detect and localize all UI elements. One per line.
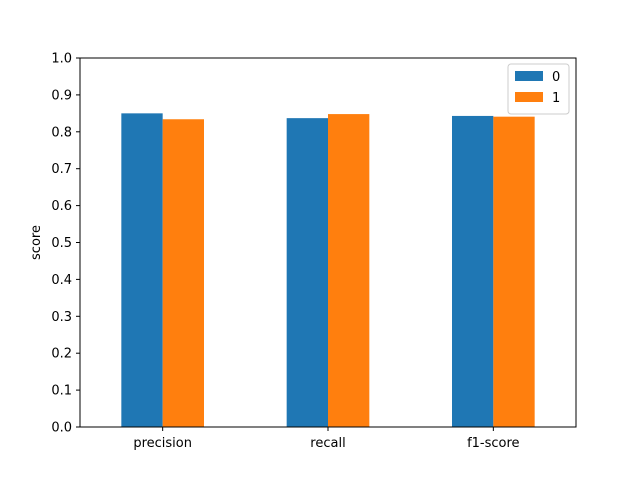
y-tick-label: 0.7 — [51, 162, 72, 177]
y-axis: 0.0 0.1 0.2 0.3 0.4 0.5 0.6 0.7 0.8 0.9 1.0 — [51, 52, 80, 436]
legend-swatch-0 — [515, 71, 543, 81]
y-tick-label: 0.8 — [51, 125, 72, 140]
legend-swatch-1 — [515, 92, 543, 102]
bar-f1-score-series-0 — [452, 115, 494, 428]
bar-recall-series-1 — [328, 114, 370, 427]
y-tick-label: 0.4 — [51, 273, 72, 288]
x-tick-label: recall — [310, 436, 345, 451]
legend-label-1: 1 — [552, 91, 560, 106]
y-tick-label: 0.3 — [51, 310, 72, 325]
y-tick-label: 0.2 — [51, 347, 72, 362]
y-tick-label: 0.6 — [51, 199, 72, 214]
y-tick-label: 0.9 — [51, 88, 72, 103]
x-axis: precision recall f1-score — [133, 427, 520, 451]
bars-layer — [121, 113, 535, 428]
y-tick-label: 0.1 — [51, 384, 72, 399]
legend: 01 — [507, 63, 570, 115]
x-tick-label: f1-score — [467, 436, 519, 451]
y-tick-label: 0.5 — [51, 236, 72, 251]
bar-f1-score-series-1 — [493, 116, 535, 428]
bar-precision-series-1 — [162, 119, 204, 427]
y-tick-label: 1.0 — [51, 52, 72, 67]
y-tick-label: 0.0 — [51, 421, 72, 436]
legend-label-0: 0 — [552, 70, 560, 85]
y-axis-label: score — [29, 225, 44, 260]
x-tick-label: precision — [133, 436, 192, 451]
bar-recall-series-0 — [286, 118, 328, 427]
bar-precision-series-0 — [121, 113, 163, 427]
